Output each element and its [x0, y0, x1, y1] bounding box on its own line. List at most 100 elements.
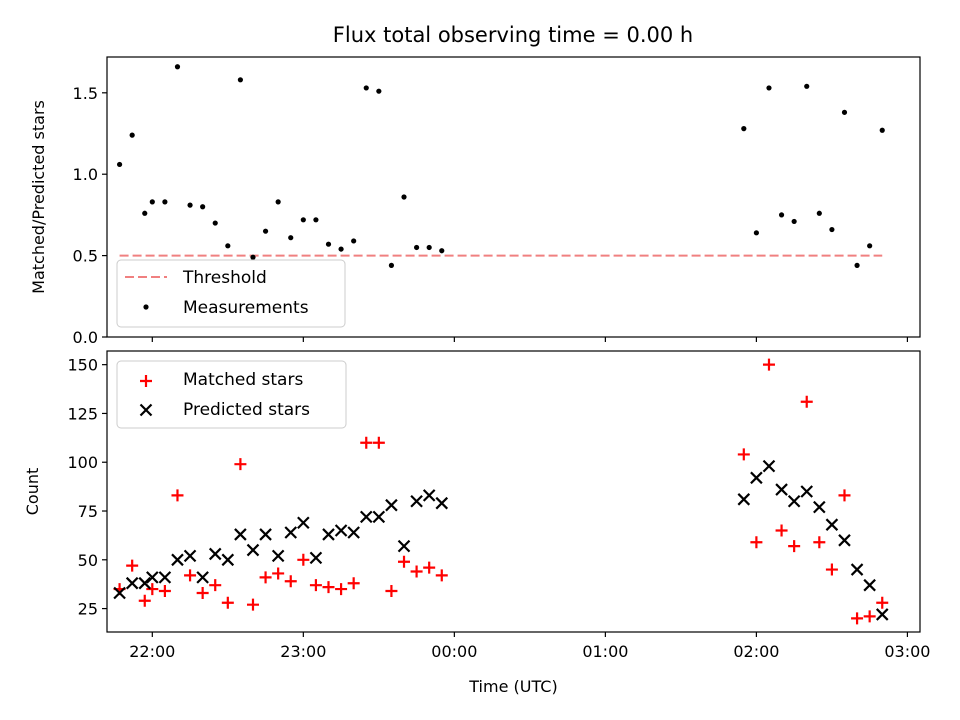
data-point — [138, 576, 152, 590]
data-point — [363, 85, 369, 91]
x-tick-label: 03:00 — [884, 642, 930, 661]
data-point — [385, 585, 398, 598]
data-point — [737, 448, 750, 461]
legend-box — [116, 259, 346, 328]
data-point — [775, 483, 788, 496]
legend: Matched stars Predicted stars — [116, 360, 347, 429]
data-point — [813, 536, 826, 549]
data-point — [372, 510, 386, 524]
data-point — [854, 262, 860, 268]
x-axis-label: Time (UTC) — [468, 677, 557, 696]
data-point — [262, 228, 269, 234]
data-point — [410, 494, 423, 508]
data-point — [423, 561, 436, 574]
data-point — [838, 534, 851, 547]
top-panel: 0.0 0.5 1.0 1.5 Matched/Predicted stars Thres… — [29, 56, 921, 347]
data-point — [225, 243, 231, 249]
x-tick-label: 00:00 — [431, 642, 477, 661]
data-point — [272, 567, 285, 580]
data-point — [422, 489, 436, 502]
data-point — [196, 571, 209, 584]
x-tick-label: 02:00 — [733, 642, 779, 661]
data-point — [146, 571, 159, 584]
data-point — [879, 127, 885, 133]
x-tick-label: 23:00 — [280, 642, 326, 661]
data-point — [129, 132, 135, 138]
data-point — [322, 528, 335, 541]
legend-measurements-label: Measurements — [183, 298, 309, 318]
data-point — [401, 194, 407, 200]
data-point — [313, 217, 319, 223]
data-point — [300, 217, 306, 223]
data-point — [788, 540, 801, 553]
data-point — [187, 202, 193, 208]
data-point — [309, 579, 322, 592]
data-point — [426, 244, 432, 251]
y-tick-label: 0.5 — [73, 247, 98, 266]
data-point — [762, 358, 775, 371]
x-tick-label: 22:00 — [129, 642, 175, 661]
data-point — [200, 204, 206, 210]
series-matched-stars — [113, 358, 889, 625]
data-point — [385, 498, 398, 512]
data-point — [322, 581, 335, 594]
data-point — [775, 524, 788, 537]
y-tick-label: 75 — [78, 502, 98, 521]
data-point — [435, 569, 448, 582]
y-axis-label: Matched/Predicted stars — [29, 100, 48, 294]
y-tick-label: 1.5 — [73, 84, 98, 103]
y-tick-label: 150 — [67, 356, 98, 375]
chart-title: Flux total observing time = 0.00 h — [333, 23, 693, 47]
legend-predicted-label: Predicted stars — [183, 400, 310, 420]
data-point — [171, 553, 184, 567]
data-point — [234, 458, 247, 471]
data-point — [750, 536, 763, 549]
series-predicted-stars — [113, 459, 889, 621]
data-point — [413, 244, 420, 251]
data-point — [741, 126, 747, 132]
data-point — [813, 500, 826, 514]
data-point — [288, 235, 294, 241]
data-point — [875, 608, 889, 621]
data-point — [397, 539, 411, 553]
data-point — [863, 578, 876, 592]
data-point — [284, 575, 297, 588]
data-point — [791, 218, 797, 225]
data-point — [325, 241, 332, 247]
y-axis-label: Count — [23, 468, 42, 516]
data-point — [750, 471, 763, 485]
data-point — [246, 598, 259, 611]
bottom-panel: 25 50 75 100 125 150 22:00 23:00 00:00 01:00 02:00… — [23, 350, 930, 696]
data-point — [149, 199, 155, 205]
data-point — [221, 553, 235, 567]
data-point — [800, 395, 813, 408]
y-tick-label: 50 — [78, 551, 98, 570]
axes-frame — [106, 350, 921, 633]
data-point — [338, 246, 344, 252]
data-point — [398, 555, 411, 568]
data-point — [284, 526, 298, 539]
data-point — [800, 485, 814, 498]
legend-predicted-swatch — [139, 403, 153, 417]
data-point — [158, 571, 172, 584]
data-point — [275, 199, 281, 205]
legend-box — [116, 360, 347, 429]
data-point — [221, 596, 234, 609]
data-point — [196, 586, 209, 599]
data-point — [259, 571, 272, 584]
axes-frame — [106, 56, 921, 338]
data-point — [208, 547, 222, 561]
legend-matched-swatch — [140, 375, 152, 387]
data-point — [126, 559, 139, 572]
y-tick-label: 125 — [67, 404, 98, 423]
data-point — [376, 88, 382, 94]
x-tick-label: 01:00 — [582, 642, 628, 661]
data-point — [778, 212, 785, 218]
data-point — [334, 524, 348, 537]
data-point — [116, 161, 123, 168]
data-point — [388, 262, 395, 268]
data-point — [816, 210, 822, 216]
legend-threshold-label: Threshold — [182, 268, 267, 288]
data-point — [162, 199, 168, 205]
